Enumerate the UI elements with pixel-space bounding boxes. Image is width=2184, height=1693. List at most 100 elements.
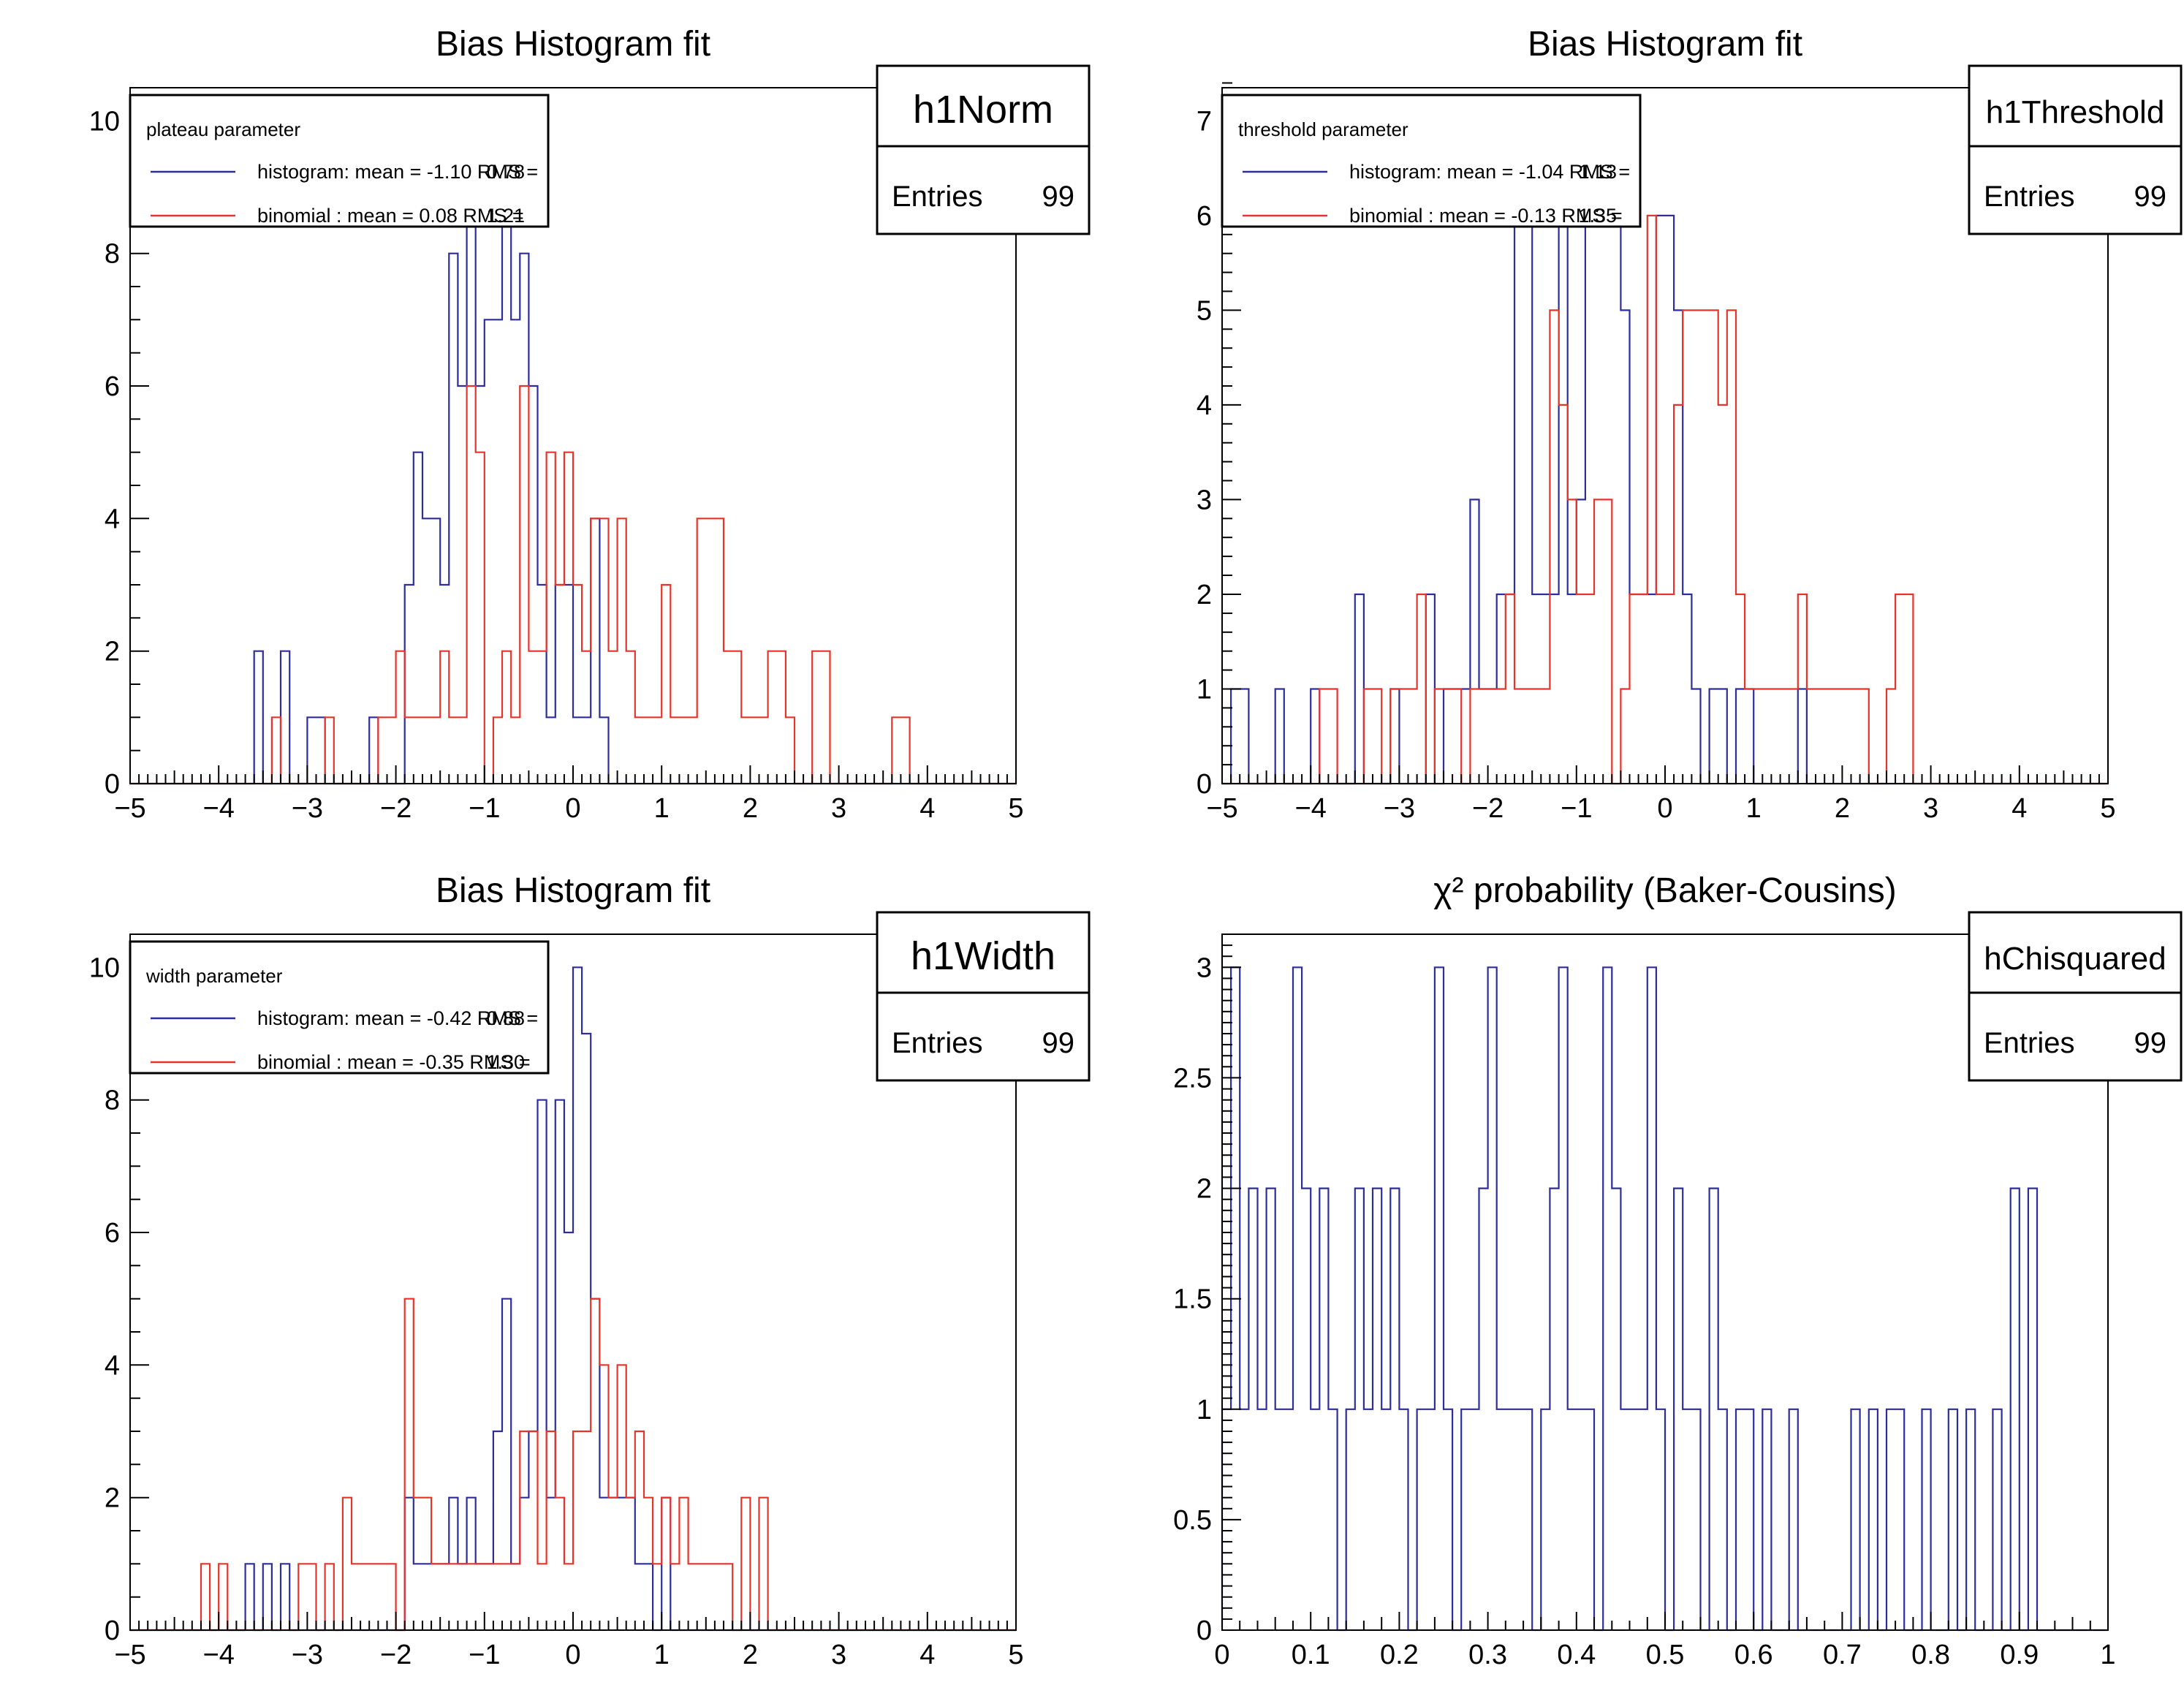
- stats-entries-label: Entries: [1984, 181, 2075, 213]
- y-tick-label: 3: [1197, 952, 1212, 983]
- y-tick-label: 3: [1197, 485, 1212, 515]
- y-tick-label: 1: [1197, 1395, 1212, 1425]
- x-tick-label: −1: [469, 1640, 500, 1670]
- stats-frame: [1968, 911, 2183, 1082]
- y-tick-label: 0: [1197, 769, 1212, 800]
- x-tick-label: 0: [565, 1640, 580, 1670]
- y-axis: 0 1 2 3 4 5 6 7: [1197, 82, 1241, 800]
- legend-value-histogram: 1.13: [1578, 161, 1617, 183]
- x-tick-label: 0.3: [1468, 1640, 1507, 1670]
- legend: width parameter histogram: mean = -0.42 R…: [129, 940, 550, 1075]
- y-tick-label: 2: [105, 1483, 120, 1514]
- stats-hist-name: h1Width: [911, 934, 1055, 978]
- x-axis: −5 −4 −3 −2 −1 0 1 2 3 4 5: [114, 765, 1024, 824]
- legend-label-histogram: histogram: mean = -1.10 RMS =: [257, 161, 538, 183]
- legend: threshold parameter histogram: mean = -1.…: [1221, 94, 1642, 228]
- x-tick-label: 2: [743, 1640, 758, 1670]
- legend-value-histogram: 0.78: [486, 161, 525, 183]
- x-tick-label: −4: [203, 793, 235, 824]
- y-tick-label: 8: [105, 1086, 120, 1116]
- stats-box[interactable]: h1Threshold Entries 99: [1968, 64, 2183, 235]
- y-tick-label: 6: [105, 1218, 120, 1249]
- legend-box: [129, 940, 550, 1075]
- x-tick-label: 0.9: [2000, 1640, 2039, 1670]
- y-axis: 0 0.5 1 1.5 2 2.5 3: [1173, 933, 1241, 1646]
- x-tick-label: 2: [743, 793, 758, 824]
- x-tick-label: −5: [114, 1640, 145, 1670]
- x-tick-label: 1: [1746, 793, 1762, 824]
- stats-hist-name: hChisquared: [1984, 941, 2166, 977]
- stats-entries-label: Entries: [892, 1027, 983, 1059]
- x-tick-label: 5: [2100, 793, 2115, 824]
- x-tick-label: −5: [114, 793, 145, 824]
- legend-value-histogram: 0.88: [486, 1007, 525, 1029]
- pad-title: χ² probability (Baker-Cousins): [1433, 871, 1896, 910]
- legend-header: width parameter: [145, 965, 283, 987]
- x-tick-label: −2: [1472, 793, 1504, 824]
- x-tick-label: −5: [1206, 793, 1237, 824]
- x-tick-label: 5: [1008, 1640, 1023, 1670]
- x-axis: 0 0.1 0.2 0.3 0.4 0.5 0.6 0.7 0.8 0.9 1: [1214, 1612, 2116, 1670]
- x-tick-label: 0.4: [1557, 1640, 1596, 1670]
- x-tick-label: 0: [565, 793, 580, 824]
- stats-frame: [1968, 64, 2183, 235]
- legend-value-binomial: 1.35: [1578, 205, 1617, 227]
- stats-entries-value: 99: [2134, 1027, 2167, 1059]
- x-tick-label: −3: [292, 1640, 323, 1670]
- stats-box[interactable]: hChisquared Entries 99: [1968, 911, 2183, 1082]
- pad-title: Bias Histogram fit: [1528, 25, 1802, 64]
- stats-frame: [876, 64, 1091, 235]
- y-tick-label: 0.5: [1173, 1505, 1212, 1536]
- stats-entries-value: 99: [2134, 181, 2167, 213]
- y-tick-label: 2: [1197, 1174, 1212, 1205]
- y-tick-label: 2: [105, 637, 120, 667]
- x-tick-label: 0.5: [1646, 1640, 1685, 1670]
- stats-entries-label: Entries: [892, 181, 983, 213]
- pad-title: Bias Histogram fit: [436, 25, 710, 64]
- pad-hchisquared[interactable]: 0 0.1 0.2 0.3 0.4 0.5 0.6 0.7 0.8 0.9 1 0 0.5 1 1.5 2 2.…: [1092, 846, 2184, 1693]
- legend-header: plateau parameter: [146, 118, 300, 140]
- pad-title: Bias Histogram fit: [436, 871, 710, 910]
- x-tick-label: −1: [469, 793, 500, 824]
- x-tick-label: −3: [292, 793, 323, 824]
- x-tick-label: −4: [1295, 793, 1327, 824]
- x-tick-label: 0.2: [1380, 1640, 1419, 1670]
- y-axis: 0 2 4 6 8 10: [89, 933, 149, 1646]
- x-tick-label: 2: [1835, 793, 1850, 824]
- y-tick-label: 2.5: [1173, 1063, 1212, 1094]
- x-tick-label: −2: [380, 1640, 412, 1670]
- stats-hist-name: h1Threshold: [1986, 94, 2165, 130]
- y-tick-label: 4: [105, 504, 120, 534]
- x-tick-label: 3: [831, 1640, 846, 1670]
- y-tick-label: 4: [1197, 390, 1212, 421]
- stats-entries-value: 99: [1042, 181, 1075, 213]
- pad-h1width[interactable]: −5 −4 −3 −2 −1 0 1 2 3 4 5 0 2 4 6 8 10 width parameter hi…: [0, 846, 1092, 1693]
- stats-box[interactable]: h1Norm Entries 99: [876, 64, 1091, 235]
- legend-value-binomial: 1.30: [486, 1051, 525, 1073]
- y-tick-label: 0: [105, 1616, 120, 1646]
- x-tick-label: 4: [2012, 793, 2027, 824]
- legend-label-binomial: binomial : mean = -0.35 RMS =: [257, 1051, 531, 1073]
- x-tick-label: 4: [920, 793, 935, 824]
- pad-h1threshold[interactable]: −5 −4 −3 −2 −1 0 1 2 3 4 5 0 1 2 3 4 5 6 7 threshold parame…: [1092, 0, 2184, 846]
- x-tick-label: −3: [1384, 793, 1415, 824]
- y-tick-label: 10: [89, 106, 120, 137]
- x-tick-label: 4: [920, 1640, 935, 1670]
- legend-label-binomial: binomial : mean = 0.08 RMS =: [257, 205, 524, 227]
- x-tick-label: 0: [1214, 1640, 1229, 1670]
- y-tick-label: 4: [105, 1350, 120, 1381]
- legend-label-histogram: histogram: mean = -0.42 RMS =: [257, 1007, 538, 1029]
- pad-h1norm[interactable]: −5 −4 −3 −2 −1 0 1 2 3 4 5 0 2 4 6 8 10 plateau parameter…: [0, 0, 1092, 846]
- stats-box[interactable]: h1Width Entries 99: [876, 911, 1091, 1082]
- x-tick-label: 0.6: [1734, 1640, 1773, 1670]
- x-tick-label: 0.1: [1292, 1640, 1330, 1670]
- legend-label-binomial: binomial : mean = -0.13 RMS =: [1349, 205, 1623, 227]
- x-axis: −5 −4 −3 −2 −1 0 1 2 3 4 5: [114, 1612, 1024, 1670]
- x-tick-label: 3: [1923, 793, 1938, 824]
- y-tick-label: 1.5: [1173, 1284, 1212, 1315]
- legend-box: [1221, 94, 1642, 228]
- x-tick-label: 0: [1657, 793, 1672, 824]
- y-tick-label: 6: [105, 371, 120, 402]
- x-tick-label: −4: [203, 1640, 235, 1670]
